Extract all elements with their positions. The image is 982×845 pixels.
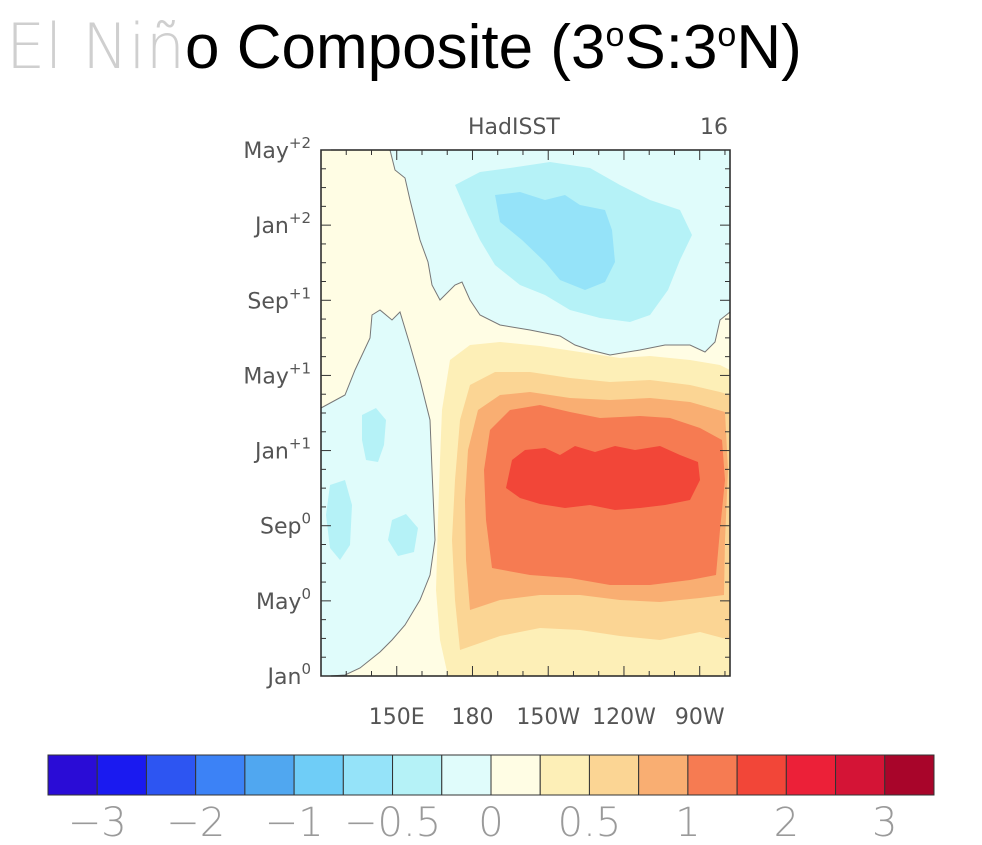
colorbar-swatch: [293, 754, 344, 796]
y-tick-label: Jan0: [266, 660, 311, 690]
colorbar-label: 3: [872, 800, 897, 845]
colorbar-swatch: [736, 754, 787, 796]
colorbar-swatch: [785, 754, 837, 796]
count-label: 16: [700, 115, 728, 140]
x-tick-label: 180: [451, 705, 493, 730]
region-cool-west-core: [326, 480, 352, 560]
colorbar-swatch: [638, 754, 689, 796]
region-warm-east-peak: [506, 446, 700, 510]
colorbar-label: −3: [68, 800, 127, 845]
colorbar-label: −2: [166, 800, 225, 845]
colorbar-swatch: [490, 754, 541, 796]
colorbar-label: −1: [265, 800, 324, 845]
x-tick-label: 150E: [369, 705, 425, 730]
y-tick-label: May+1: [243, 359, 311, 389]
y-tick-label: Sep0: [260, 510, 311, 540]
colorbar-label: 1: [675, 800, 700, 845]
colorbar-swatch: [195, 754, 246, 796]
dataset-label: HadISST: [468, 115, 560, 140]
x-axis: 150E 180 150W 120W 90W: [345, 150, 726, 730]
y-tick-label: Jan+1: [253, 435, 311, 465]
region-cool-west-core: [362, 408, 386, 462]
colorbar-swatch: [145, 754, 197, 796]
x-tick-label: 150W: [516, 705, 580, 730]
colorbar-swatch: [342, 754, 394, 796]
colorbar-label: 0.5: [558, 800, 622, 845]
colorbar-label: 0: [478, 800, 503, 845]
y-axis: Jan0 May0 Sep0 Jan+1 May+1 Sep+1 Jan+2 May+2: [243, 134, 730, 690]
x-tick-label: 120W: [592, 705, 656, 730]
colorbar-swatch: [884, 754, 935, 796]
region-cool-east-late-peak: [495, 192, 615, 290]
colorbar-swatch: [588, 754, 640, 796]
colorbar-swatch: [244, 754, 295, 796]
plot-area: [321, 150, 730, 676]
y-tick-label: May+2: [243, 134, 311, 164]
region-cool-west-tongue: [321, 309, 436, 676]
y-tick-label: May0: [256, 585, 311, 615]
colorbar-swatch: [441, 754, 492, 796]
colorbar-swatch: [835, 754, 886, 796]
colorbar-label: 2: [774, 800, 799, 845]
colorbar-swatch: [47, 754, 98, 796]
colorbar-swatch: [539, 754, 590, 796]
colorbar-label: −0.5: [344, 800, 441, 845]
y-tick-label: Jan+2: [253, 209, 311, 239]
colorbar-swatch: [96, 754, 147, 796]
chart-title: El Niño Composite (3oS:3oN): [6, 10, 802, 83]
colorbar-swatch: [687, 754, 738, 796]
y-tick-label: Sep+1: [247, 284, 311, 314]
colorbar: −3 −2 −1 −0.5 0 0.5 1 2 3: [47, 754, 935, 845]
region-cool-west-core: [388, 514, 418, 556]
colorbar-swatch: [392, 754, 443, 796]
x-tick-label: 90W: [675, 705, 725, 730]
